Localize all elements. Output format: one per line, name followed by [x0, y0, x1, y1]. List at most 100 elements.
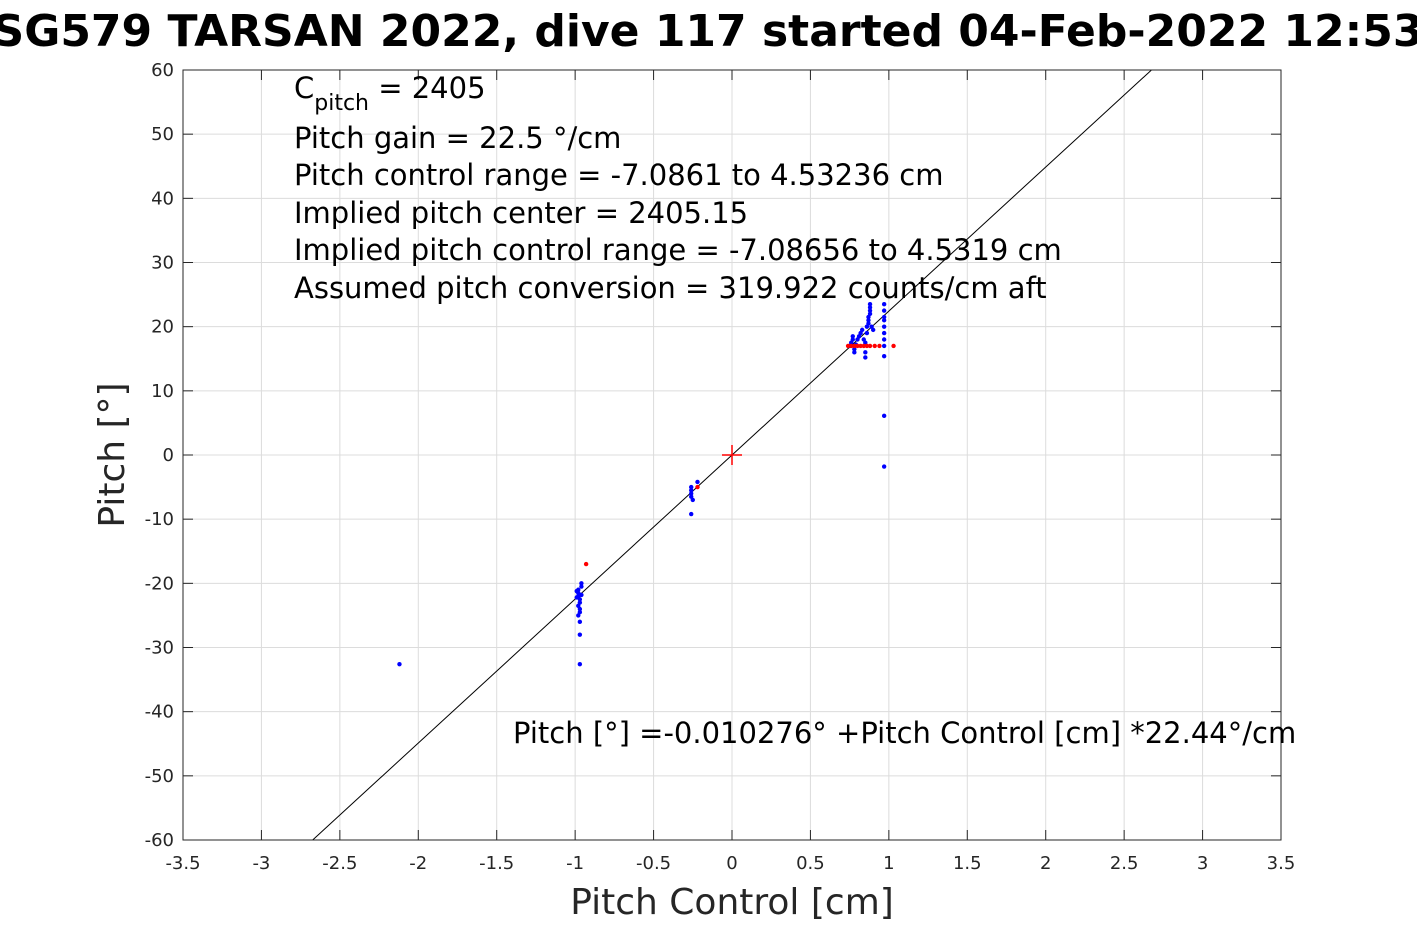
y-tick-label: -40 — [145, 702, 174, 723]
x-tick-label: 1 — [883, 853, 894, 874]
plot-contents — [312, 69, 1152, 841]
data-point-series-1 — [576, 613, 581, 618]
y-tick-label: 50 — [151, 124, 174, 145]
annotation-control-range: Pitch control range = -7.0861 to 4.53236… — [294, 158, 943, 192]
data-point-series-1 — [863, 355, 868, 360]
data-point-series-1 — [695, 479, 700, 485]
y-tick-label: 10 — [151, 381, 174, 402]
x-tick-label: 2.5 — [1110, 853, 1139, 874]
x-tick-label: -1.5 — [479, 853, 514, 874]
data-point-series-1 — [881, 318, 887, 323]
x-tick-label: -3.5 — [165, 853, 200, 874]
annotation-block: Cpitch = 2405 Pitch gain = 22.5 °/cm Pit… — [294, 71, 1062, 305]
data-point-series-2 — [855, 343, 860, 349]
y-tick-label: -20 — [145, 573, 174, 594]
y-tick-label: -50 — [145, 766, 174, 787]
y-tick-labels: -60 -50 -40 -30 -20 -10 0 10 20 30 40 50 60 — [145, 60, 174, 851]
data-point-series-2 — [861, 343, 866, 349]
annotation-c-pitch: Cpitch = 2405 — [294, 71, 486, 116]
data-point-series-1 — [574, 588, 579, 594]
y-tick-label: 30 — [151, 253, 174, 274]
data-point-series-1 — [866, 318, 871, 323]
data-point-series-1 — [689, 484, 694, 490]
annotation-implied-range: Implied pitch control range = -7.08656 t… — [294, 233, 1062, 267]
data-point-series-1 — [881, 353, 887, 359]
data-point-series-1 — [863, 350, 868, 355]
data-point-series-1 — [690, 497, 695, 503]
data-point-series-1 — [859, 327, 865, 333]
c-pitch-value: = 2405 — [369, 71, 486, 105]
data-point-series-2 — [891, 343, 896, 349]
y-tick-label: 60 — [151, 60, 174, 81]
data-point-series-1 — [866, 321, 871, 326]
data-point-series-1 — [881, 337, 887, 342]
data-point-series-1 — [689, 488, 694, 493]
data-point-series-2 — [695, 484, 700, 490]
data-point-series-2 — [852, 343, 857, 349]
data-point-series-1 — [867, 302, 873, 307]
data-point-series-1 — [689, 511, 694, 517]
y-tick-label: 0 — [163, 445, 174, 466]
data-point-series-1 — [850, 334, 855, 339]
data-point-series-2 — [583, 561, 589, 567]
data-point-series-1 — [579, 581, 584, 586]
data-point-series-1 — [881, 464, 887, 469]
data-point-series-1 — [867, 311, 873, 317]
data-point-series-1 — [579, 584, 584, 589]
c-pitch-main: C — [294, 71, 314, 105]
data-point-series-1 — [689, 491, 694, 496]
data-point-series-2 — [864, 343, 870, 349]
data-point-series-1 — [881, 343, 887, 349]
data-point-series-1 — [577, 632, 583, 637]
x-tick-label: 1.5 — [953, 853, 982, 874]
data-point-series-1 — [852, 346, 857, 352]
y-axis-label: Pitch [°] — [92, 382, 133, 527]
x-tick-label: -1 — [566, 853, 584, 874]
data-point-series-1 — [881, 314, 887, 320]
data-point-series-1 — [864, 330, 870, 336]
data-point-series-1 — [579, 592, 584, 598]
data-point-series-1 — [881, 413, 887, 419]
data-point-series-1 — [867, 308, 873, 313]
data-point-series-1 — [577, 661, 583, 667]
x-tick-label: -2 — [409, 853, 427, 874]
x-tick-label: -3 — [252, 853, 270, 874]
x-tick-labels: -3.5 -3 -2.5 -2 -1.5 -1 -0.5 0 0.5 1 1.5 2 2.5 3 3.5 — [165, 853, 1295, 874]
data-point-series-1 — [881, 330, 887, 336]
annotation-pitch-gain: Pitch gain = 22.5 °/cm — [294, 121, 621, 155]
data-point-series-2 — [872, 343, 877, 349]
data-point-series-1 — [397, 661, 402, 667]
center-marker — [722, 445, 742, 465]
axes-frame — [182, 69, 1282, 841]
axis-ticks — [182, 69, 1282, 841]
data-point-series-2 — [845, 343, 851, 349]
data-point-series-2 — [867, 343, 873, 349]
data-point-series-1 — [881, 324, 887, 329]
x-tick-label: 3.5 — [1267, 853, 1296, 874]
data-point-series-1 — [867, 305, 873, 310]
x-tick-label: -0.5 — [636, 853, 671, 874]
y-tick-label: -10 — [145, 509, 174, 530]
x-tick-label: 2 — [1040, 853, 1051, 874]
x-tick-label: 0.5 — [796, 853, 825, 874]
x-tick-label: -2.5 — [322, 853, 357, 874]
chart-title: SG579 TARSAN 2022, dive 117 started 04-F… — [0, 6, 1417, 57]
data-point-series-2 — [858, 343, 863, 349]
data-point-series-2 — [849, 343, 854, 349]
y-tick-label: 40 — [151, 188, 174, 209]
c-pitch-subscript: pitch — [314, 91, 369, 116]
annotation-pitch-center: Implied pitch center = 2405.15 — [294, 196, 748, 230]
y-tick-label: -30 — [145, 638, 174, 659]
data-point-series-1 — [850, 337, 855, 342]
data-point-series-1 — [870, 327, 876, 333]
y-tick-label: -60 — [145, 830, 174, 851]
annotation-conversion: Assumed pitch conversion = 319.922 count… — [294, 271, 1047, 305]
data-point-series-1 — [881, 308, 887, 313]
data-point-series-1 — [577, 606, 583, 612]
data-point-series-1 — [577, 619, 583, 625]
data-point-series-1 — [852, 350, 857, 355]
data-points — [397, 302, 896, 667]
x-axis-label: Pitch Control [cm] — [570, 882, 894, 923]
data-point-series-1 — [881, 302, 887, 307]
